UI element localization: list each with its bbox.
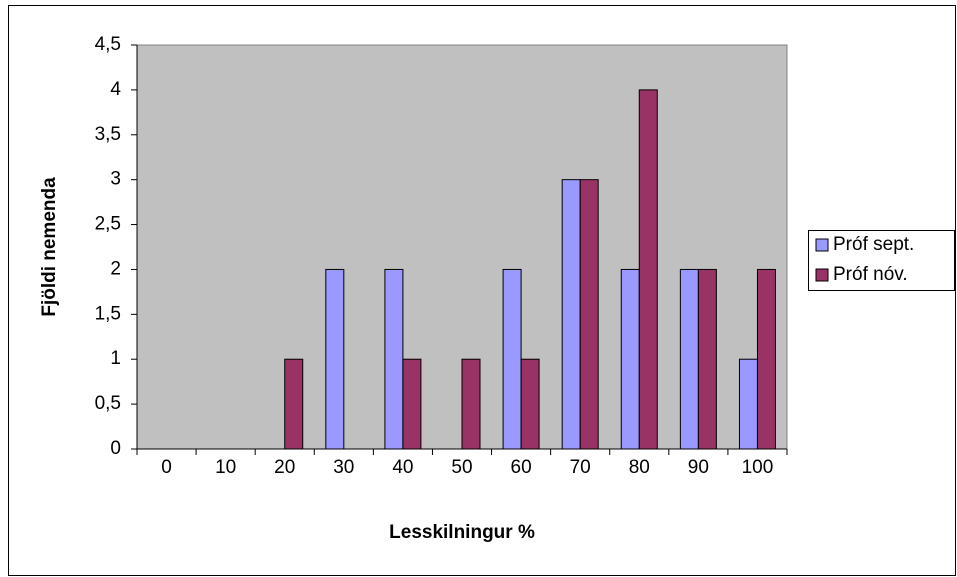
bar [461,358,481,450]
x-tick-label: 80 [629,457,650,478]
bar [284,358,304,450]
bar [325,268,345,450]
y-tick-label: 4,5 [95,34,121,55]
y-tick-label: 3 [110,169,121,190]
x-tick-label: 60 [511,457,532,478]
x-tick-label: 30 [333,457,354,478]
bar [756,268,776,450]
legend-label: Próf sept. [833,234,914,255]
bar [738,358,758,450]
bar [502,268,522,450]
legend-swatch [815,268,829,282]
bar [620,268,640,450]
y-tick-label: 1 [110,348,121,369]
x-tick-label: 50 [451,457,472,478]
y-tick-label: 4 [110,79,121,100]
y-tick-label: 1,5 [95,303,121,324]
y-tick-label: 0 [110,438,121,459]
x-tick-label: 70 [570,457,591,478]
x-tick-label: 0 [161,457,172,478]
x-tick-label: 40 [392,457,413,478]
x-tick-label: 10 [215,457,236,478]
bar [384,268,404,450]
bar [679,268,699,450]
bar [561,179,581,450]
legend [808,230,955,291]
y-tick-label: 0,5 [95,393,121,414]
bar [579,179,599,450]
x-tick-label: 100 [742,457,774,478]
y-axis-title: Fjöldi nemenda [39,177,60,317]
y-tick-label: 3,5 [95,124,121,145]
bar [520,358,540,450]
y-tick-label: 2 [110,258,121,279]
legend-label: Próf nóv. [833,264,908,285]
bar [402,358,422,450]
x-axis-title: Lesskilningur % [389,522,535,543]
x-tick-label: 90 [688,457,709,478]
bar [638,89,658,450]
legend-swatch [815,238,829,252]
bar [697,268,717,450]
y-tick-label: 2,5 [95,214,121,235]
x-tick-label: 20 [274,457,295,478]
